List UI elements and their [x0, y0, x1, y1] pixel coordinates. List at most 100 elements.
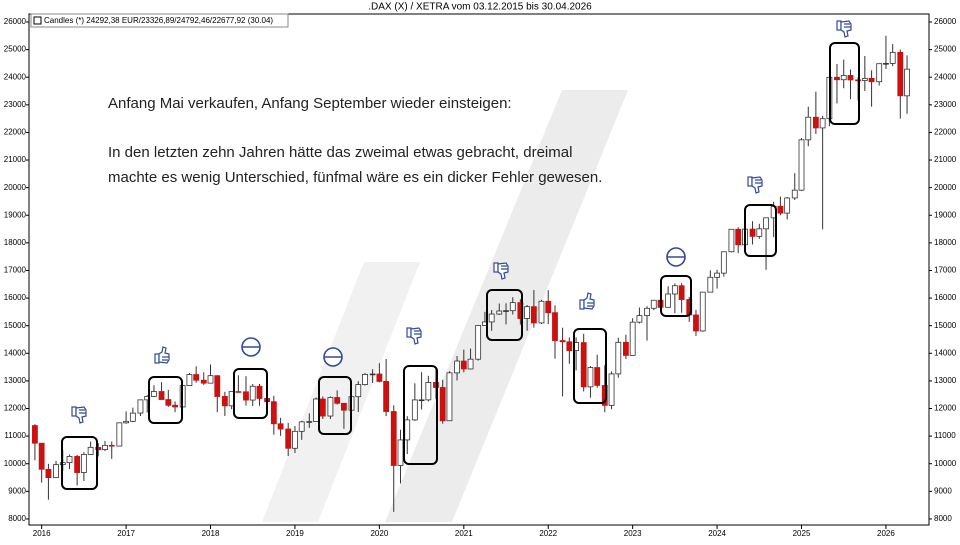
- candle-body: [503, 310, 509, 312]
- candle-body: [671, 285, 678, 295]
- candle-body: [594, 367, 601, 386]
- y2-tick-label: 20000: [934, 183, 957, 192]
- annotation: machte es wenig Unterschied, fünfmal wär…: [108, 169, 602, 186]
- y2-tick-label: 18000: [934, 238, 957, 247]
- y2-tick-label: 10000: [934, 459, 957, 468]
- neutral-icon: [241, 337, 261, 357]
- x-tick-label: 2021: [455, 529, 473, 538]
- y-tick-label: 21000: [4, 155, 27, 164]
- candle-body: [699, 291, 706, 332]
- candle-body: [861, 77, 868, 81]
- candle-body: [665, 293, 672, 308]
- y-tick-label: 18000: [4, 238, 27, 247]
- candle-body: [496, 310, 503, 315]
- candle-body: [636, 315, 643, 323]
- y2-tick-label: 23000: [934, 100, 957, 109]
- candle-body: [868, 77, 875, 83]
- highlight-box: [744, 204, 777, 257]
- highlight-boxes: [61, 42, 860, 490]
- candle-body: [45, 468, 52, 479]
- y-tick-label: 17000: [4, 266, 27, 275]
- candle-body: [418, 399, 425, 402]
- x-tick-label: 2022: [539, 529, 557, 538]
- candle-body: [116, 422, 123, 447]
- y-tick-label: 13000: [4, 376, 27, 385]
- y2-tick-label: 17000: [934, 266, 957, 275]
- candle-body: [80, 454, 87, 473]
- candle-body: [714, 272, 720, 278]
- candle-body: [545, 300, 552, 314]
- y-tick-label: 15000: [4, 321, 27, 330]
- highlight-box: [318, 376, 352, 435]
- candle-body: [693, 314, 699, 332]
- y-tick-label: 22000: [4, 128, 27, 137]
- candle-body: [454, 360, 460, 374]
- y2-tick-label: 24000: [934, 72, 957, 81]
- neutral-icon: [323, 347, 343, 367]
- legend-text: Candles (*) 24292,38 EUR/23326,89/24792,…: [44, 16, 273, 25]
- candle-body: [460, 360, 467, 370]
- y2-tick-label: 15000: [934, 321, 957, 330]
- candle-body: [66, 456, 73, 464]
- highlight-box: [233, 368, 268, 419]
- candle-body: [137, 399, 144, 414]
- candle-body: [327, 397, 334, 417]
- candle-body: [629, 321, 636, 356]
- y-tick-label: 19000: [4, 210, 27, 219]
- candle-body: [650, 299, 657, 309]
- candle-body: [158, 391, 165, 400]
- candle-body: [678, 285, 685, 300]
- candle-body: [840, 75, 847, 81]
- x-tick-label: 2017: [117, 529, 135, 538]
- candle-body: [623, 341, 629, 356]
- x-tick-label: 2018: [202, 529, 220, 538]
- candle-body: [87, 446, 94, 455]
- candle-body: [587, 367, 594, 388]
- candle-body: [433, 382, 439, 388]
- y2-tick-label: 19000: [934, 210, 957, 219]
- candle-body: [608, 373, 615, 406]
- candle-body: [566, 341, 573, 351]
- candle-body: [369, 373, 376, 376]
- candle-body: [390, 411, 397, 466]
- candle-body: [243, 391, 249, 401]
- candle-body: [735, 228, 742, 246]
- candle-body: [559, 340, 566, 343]
- x-tick-label: 2020: [370, 529, 388, 538]
- y-tick-label: 12000: [4, 404, 27, 413]
- neutral-icon: [666, 247, 686, 267]
- y-tick-label: 20000: [4, 183, 27, 192]
- candle-body: [805, 116, 812, 141]
- x-tick-label: 2019: [286, 529, 304, 538]
- candle-body: [32, 425, 38, 444]
- x-tick-label: 2026: [877, 529, 895, 538]
- candle-body: [524, 306, 531, 319]
- candle-body: [319, 398, 326, 417]
- chart-title: .DAX (X) / XETRA vom 03.12.2015 bis 30.0…: [368, 2, 592, 13]
- candle-body: [475, 325, 482, 360]
- y-tick-label: 23000: [4, 100, 27, 109]
- highlight-box: [573, 328, 607, 404]
- candle-body: [53, 464, 59, 479]
- y-tick-label: 25000: [4, 45, 27, 54]
- y2-tick-label: 12000: [934, 404, 957, 413]
- candle-body: [249, 385, 256, 401]
- y2-tick-label: 14000: [934, 348, 957, 357]
- candle-body: [411, 399, 418, 421]
- candle-body: [298, 421, 305, 432]
- candle-body: [285, 428, 292, 449]
- candle-body: [834, 76, 840, 81]
- x-tick-label: 2025: [793, 529, 811, 538]
- candle-body: [362, 373, 368, 385]
- highlight-box: [660, 275, 692, 317]
- candle-body: [221, 396, 228, 407]
- x-tick-label: 2024: [708, 529, 726, 538]
- y-tick-label: 9000: [8, 486, 26, 495]
- highlight-box: [148, 376, 183, 424]
- watermark: [262, 262, 420, 522]
- candle-body: [74, 456, 81, 473]
- candle-body: [728, 228, 735, 253]
- candle-body: [446, 372, 453, 422]
- candle-body: [798, 139, 805, 191]
- candle-body: [102, 444, 108, 451]
